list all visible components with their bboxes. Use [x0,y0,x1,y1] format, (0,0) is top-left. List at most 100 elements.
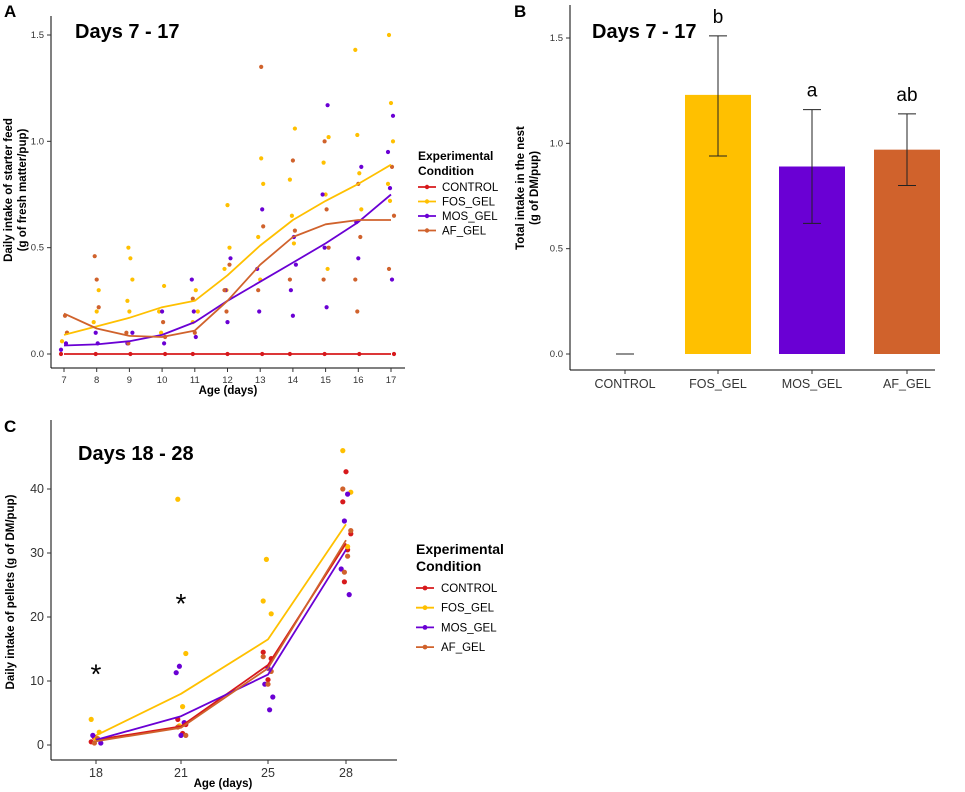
panel-a-point-af-gel [259,64,264,69]
panel-b-x-tick-label-mos-gel: MOS_GEL [782,377,842,391]
panel-c-point-af-gel [345,553,351,559]
panel-a-x-tick-label: 17 [386,375,397,386]
panel-a-point-fos-gel [128,256,133,261]
panel-b-inset-title: Days 7 - 17 [592,21,697,43]
panel-a-point-fos-gel [291,241,296,246]
panel-c-point-fos-gel [345,544,351,550]
legend-a-title-line2: Condition [418,164,474,178]
panel-b-x-tick-label-control: CONTROL [594,377,655,391]
panel-b-y-axis-title-line1: Total intake in the nest [515,126,527,250]
panel-c-point-mos-gel [173,670,179,676]
panel-a-point-af-gel [96,305,101,310]
panel-a-point-fos-gel [157,309,162,314]
panel-c-significance-star: * [176,588,187,619]
panel-a-point-fos-gel [96,288,101,293]
panel-b-x-tick-label-fos-gel: FOS_GEL [689,377,747,391]
legend-c-title-line2: Condition [416,558,481,574]
panel-b-letter: B [514,2,526,21]
panel-c-line-af-gel [95,539,347,743]
panel-c-inset-title: Days 18 - 28 [78,443,194,465]
panel-c-point-fos-gel [175,496,181,502]
panel-a-point-fos-gel [353,47,358,52]
panel-a-point-fos-gel [222,266,227,272]
panel-b-ticks: 0.0 0.5 1.0 1.5 CONTROL FOS_GEL MOS_GEL AF_GEL [550,33,931,391]
panel-a-point-af-gel [92,254,97,259]
legend-c-label-fos-gel: FOS_GEL [441,603,495,615]
panel-a-point-fos-gel [130,277,135,282]
panel-a-point-af-gel [261,224,266,229]
panel-a-x-tick-label: 10 [157,375,168,386]
panel-a-point-mos-gel [356,256,361,261]
panel-c-y-tick-label: 10 [30,674,44,688]
panel-a-point-mos-gel [63,341,69,346]
panel-a-smooth-lines [63,163,392,355]
panel-a-point-fos-gel [91,320,96,325]
panel-a-point-fos-gel [387,198,393,203]
panel-c-y-tick-label: 0 [37,738,44,752]
panel-c-series-lines [95,523,347,743]
legend-c-label-control: CONTROL [441,583,498,595]
panel-c-point-mos-gel [178,732,184,739]
panel-a-point-mos-gel [160,309,165,314]
panel-a-x-tick-label: 12 [222,375,233,386]
panel-a-point-af-gel [358,234,363,240]
panel-b-significance-af-gel: ab [896,85,917,106]
panel-a-y-axis-title-line1: Daily intake of starter feed [3,118,15,262]
panel-a-point-fos-gel [323,192,328,197]
panel-a-point-mos-gel [228,256,233,261]
panel-a-point-fos-gel [159,330,164,335]
legend-c-dot-control [422,585,428,591]
panel-a-point-fos-gel [225,203,230,208]
panel-a-point-control [58,351,64,357]
panel-a-point-fos-gel [126,245,131,250]
panel-a-point-af-gel [126,341,131,346]
panel-c-point-af-gel [91,740,97,746]
panel-c-point-af-gel [348,528,354,534]
panel-a-y-axis-title-line2: (g of fresh matter/pup) [17,129,29,252]
panel-c-point-mos-gel [270,694,276,700]
panel-a-point-fos-gel [259,156,264,161]
panel-c-point-mos-gel [90,732,96,739]
panel-c-line-mos-gel [95,549,347,741]
panel-c-point-mos-gel [267,707,273,713]
panel-a-line-fos-gel [63,163,392,336]
legend-a-dot-af-gel [424,228,430,233]
panel-c-point-fos-gel [260,598,266,604]
panel-c-point-mos-gel [176,663,182,669]
panel-a-point-mos-gel [359,164,364,169]
panel-a-point-af-gel [322,139,327,144]
legend-c-label-af-gel: AF_GEL [441,642,486,654]
panel-a-point-mos-gel [260,207,265,212]
panel-a-point-fos-gel [256,234,261,240]
panel-a-point-mos-gel [290,313,295,318]
panel-c-annotations: ** [91,588,187,689]
panel-c-point-mos-gel [346,592,352,598]
legend-a-title-line1: Experimental [418,149,493,163]
panel-a-point-mos-gel [225,320,230,325]
panel-c-y-tick-label: 30 [30,546,44,560]
panel-a-x-tick-label: 9 [127,375,132,386]
panel-a-point-af-gel [321,277,326,282]
panel-a-line-af-gel [63,219,391,338]
legend-a-dot-control [424,184,430,190]
panel-a-point-fos-gel [388,100,394,106]
panel-a-point-mos-gel [389,277,395,282]
panel-c-point-fos-gel [88,716,94,723]
panel-c-point-control [343,469,349,475]
panel-c-point-fos-gel [263,556,269,563]
legend-a-label-mos-gel: MOS_GEL [442,211,498,223]
panel-c-point-fos-gel [340,448,346,454]
panel-b-y-tick-label: 1.5 [550,33,563,44]
panel-a-point-mos-gel [162,341,167,346]
panel-c-point-af-gel [341,569,347,575]
panel-c-ticks: 18 21 25 28 0 10 20 30 40 [30,482,353,780]
panel-a-point-af-gel [290,158,295,163]
legend-a-label-fos-gel: FOS_GEL [442,197,496,209]
panel-a-point-fos-gel [59,339,65,344]
panel-a-point-af-gel [292,228,297,233]
panel-a-point-af-gel [94,277,99,282]
panel-a-point-af-gel [190,296,195,301]
panel-c-point-mos-gel [338,566,344,572]
legend-c-label-mos-gel: MOS_GEL [441,622,497,634]
